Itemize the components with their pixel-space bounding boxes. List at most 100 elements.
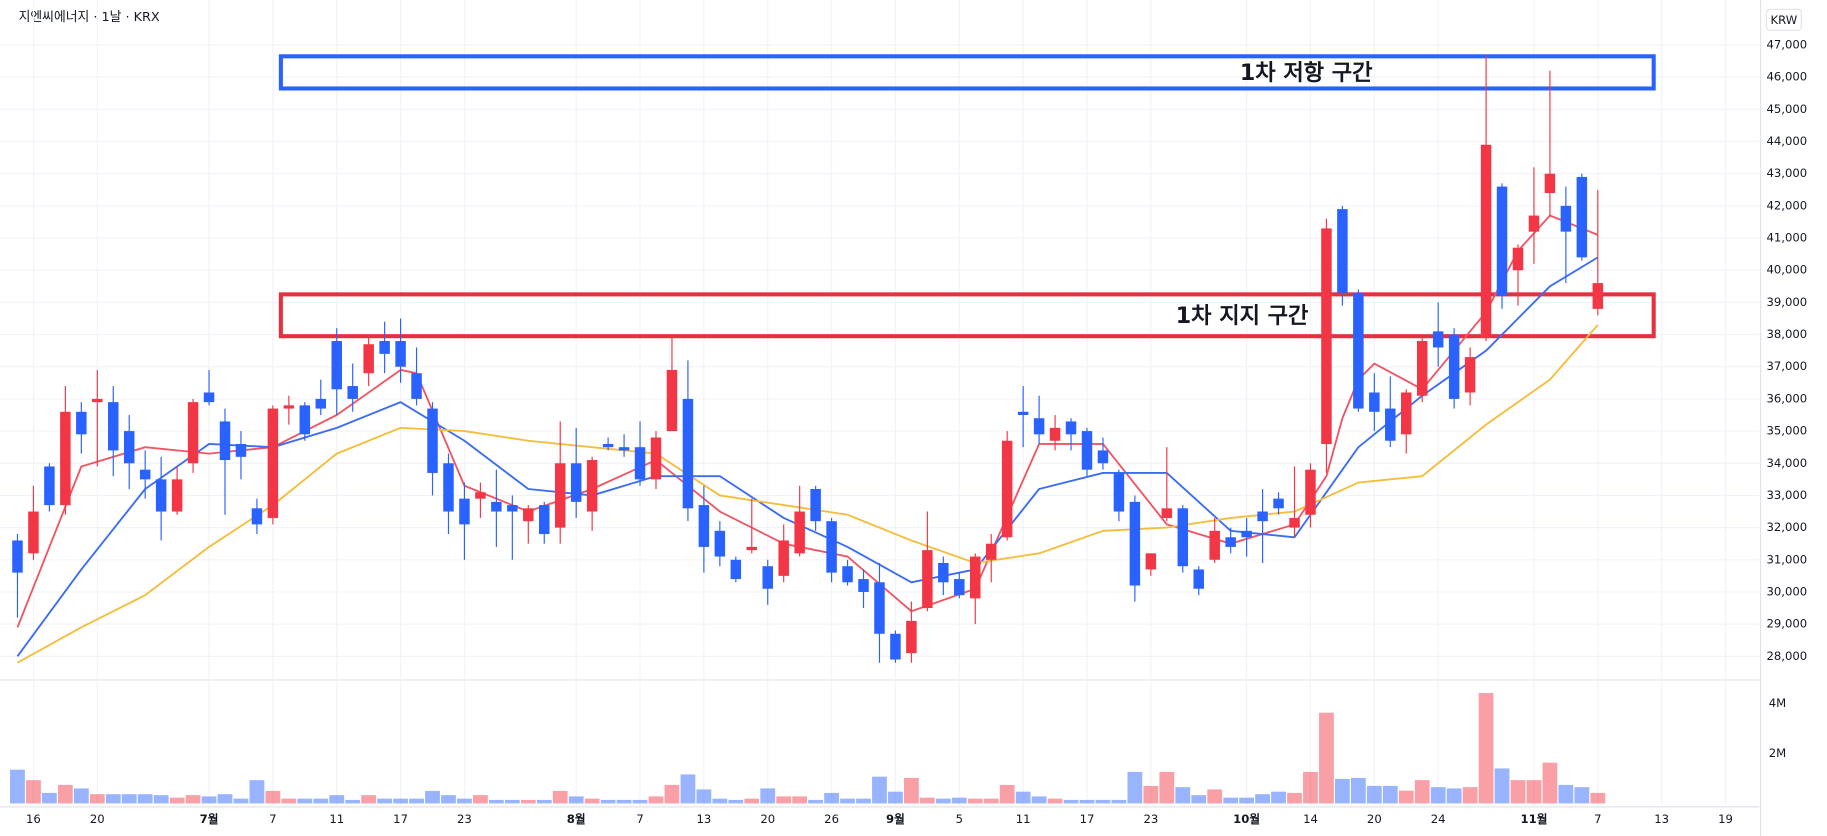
volume-bar	[26, 780, 41, 804]
x-tick-label: 14	[1303, 812, 1318, 826]
volume-bar	[520, 799, 536, 804]
volume-bar	[42, 792, 57, 804]
volume-bar	[1494, 768, 1510, 804]
y-tick-label: 44,000	[1766, 134, 1807, 148]
candle-body	[602, 443, 614, 448]
x-tick-label: 11	[329, 812, 344, 826]
volume-bar	[233, 798, 249, 804]
candle-body	[826, 521, 837, 573]
candle-body	[1113, 472, 1125, 512]
candle-body	[1544, 173, 1556, 194]
volume-bar	[457, 798, 472, 804]
candle-body	[1385, 408, 1396, 441]
volume-bar	[760, 788, 776, 804]
candle-body	[1480, 144, 1492, 338]
candle-body	[1001, 440, 1013, 538]
candle-body	[1129, 501, 1141, 586]
candle-body	[1432, 331, 1444, 348]
volume-bar	[153, 795, 169, 804]
candle-body	[1209, 530, 1220, 560]
x-tick-label: 11	[1016, 812, 1031, 826]
volume-bar	[425, 790, 440, 804]
y-tick-label: 32,000	[1766, 520, 1807, 534]
candle-body	[1161, 508, 1173, 518]
volume-bar	[313, 798, 329, 804]
candle-body	[507, 505, 518, 512]
chart-title: 지엔씨에너지 · 1날 · KRX	[19, 10, 160, 25]
volume-bar	[1063, 799, 1079, 804]
candle-body	[1401, 392, 1412, 435]
unit-box[interactable]	[1765, 8, 1802, 31]
volume-bar	[1255, 794, 1270, 804]
x-tick-label: 23	[1143, 812, 1158, 826]
volume-bar	[409, 798, 424, 804]
volume-bar	[1526, 780, 1542, 804]
candle-body	[874, 582, 885, 634]
volume-bar	[265, 790, 281, 804]
candle-body	[1241, 530, 1252, 538]
zone-box	[278, 292, 1656, 339]
candle-body	[539, 505, 550, 535]
volume-bar	[345, 799, 361, 804]
volume-bar	[552, 790, 568, 804]
x-tick-label: 17	[1080, 812, 1095, 826]
candle-body	[155, 479, 167, 512]
volume-bar	[281, 798, 297, 804]
candle-body	[1305, 469, 1316, 515]
volume-bar	[249, 780, 265, 804]
candle-body	[1081, 431, 1093, 470]
candle-body	[203, 392, 215, 403]
x-tick-label: 19	[1718, 812, 1733, 826]
candle-body	[698, 505, 710, 547]
candle-body	[730, 559, 742, 580]
candle-body	[523, 508, 534, 522]
volume-bar	[1335, 778, 1350, 804]
candle-body	[187, 402, 199, 464]
unit-label[interactable]: KRW	[1771, 13, 1798, 27]
volume-bar	[600, 799, 616, 804]
volume-bar	[1558, 784, 1574, 804]
y-tick-label: 43,000	[1766, 166, 1807, 180]
candle-body	[251, 508, 263, 525]
candle-body	[459, 498, 470, 525]
candle-body	[794, 511, 805, 554]
x-tick-label: 26	[824, 812, 839, 826]
candle-body	[123, 431, 135, 464]
candle-body	[586, 460, 598, 512]
candle-body	[762, 566, 773, 589]
y-tick-label: 30,000	[1766, 584, 1807, 598]
volume-bar	[568, 796, 584, 804]
volume-bar	[1127, 771, 1143, 804]
volume-bar	[393, 798, 408, 804]
volume-bar	[169, 797, 185, 804]
x-tick-label: 7	[1594, 812, 1601, 826]
candle-body	[395, 341, 406, 367]
volume-bar	[888, 791, 903, 804]
volume-bar	[1382, 785, 1398, 804]
candle-body	[1193, 569, 1204, 589]
volume-bar	[1287, 792, 1302, 804]
volume-bar	[1414, 780, 1430, 804]
volume-bar	[1095, 799, 1111, 804]
volume-bar	[1159, 771, 1175, 804]
candle-body	[666, 369, 678, 432]
candle-body	[858, 579, 869, 592]
x-tick-label: 9월	[886, 812, 905, 826]
volume-bar	[473, 795, 488, 804]
y-tick-label: 28,000	[1766, 649, 1807, 663]
volume-bar	[1590, 792, 1606, 804]
volume-bar	[680, 774, 696, 804]
volume-bar	[105, 794, 121, 804]
volume-bar	[999, 784, 1015, 804]
candle-body	[12, 540, 23, 573]
candle-body	[411, 373, 422, 399]
candle-body	[922, 550, 933, 609]
candle-body	[427, 408, 438, 473]
candle-body	[1177, 508, 1189, 567]
volume-bar	[840, 798, 855, 804]
candle-body	[1448, 334, 1460, 399]
candle-body	[1496, 186, 1508, 296]
y-tick-label: 34,000	[1766, 456, 1807, 470]
candle-body	[985, 543, 997, 560]
volume-tick-label: 2M	[1769, 746, 1786, 760]
